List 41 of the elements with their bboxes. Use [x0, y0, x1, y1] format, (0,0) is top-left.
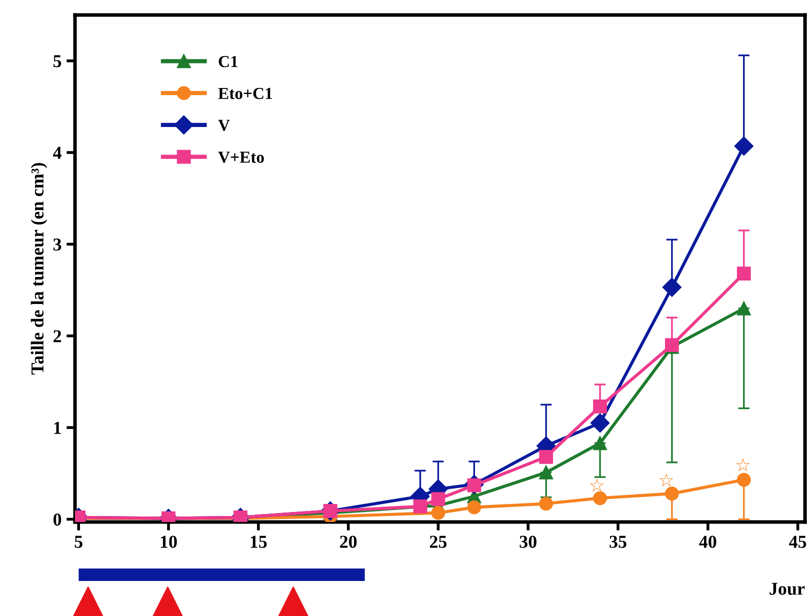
x-tick-label: 20 — [340, 536, 357, 548]
legend-label: V — [218, 120, 230, 132]
point — [539, 496, 554, 511]
point — [539, 450, 554, 464]
x-tick-label: 5 — [74, 536, 82, 548]
x-tick-label: 25 — [430, 536, 447, 548]
point — [734, 136, 754, 156]
point — [431, 492, 446, 506]
y-axis-title: Taille de la tumeur (en cm³) — [30, 163, 48, 374]
point — [539, 466, 554, 480]
point — [593, 436, 607, 450]
y-tick-label: 4 — [53, 146, 62, 159]
y-tick-label: 5 — [54, 55, 62, 68]
annotation: ☆ — [659, 473, 674, 486]
legend-label: C1 — [218, 56, 238, 68]
x-tick-label: 45 — [789, 536, 806, 548]
y-tick-label: 0 — [53, 514, 62, 526]
legend-label: V+Eto — [218, 152, 264, 163]
point — [590, 413, 610, 433]
y-tick-label: 1 — [54, 422, 61, 434]
point — [413, 499, 428, 514]
point — [431, 506, 446, 520]
legend-label: Eto+C1 — [218, 88, 272, 100]
x-tick-label: 35 — [610, 536, 626, 548]
x-tick-label: 40 — [699, 536, 716, 548]
point — [736, 472, 751, 487]
x-tick-label: 15 — [250, 536, 267, 548]
x-tick-label: 30 — [520, 536, 536, 548]
annotation: ☆ — [590, 478, 604, 492]
point — [665, 486, 679, 501]
x-tick-label: 10 — [160, 536, 177, 548]
x-axis-title: Jour — [770, 582, 805, 595]
annotation: ☆ — [736, 458, 750, 472]
point — [736, 301, 751, 316]
point — [593, 491, 607, 506]
point — [593, 400, 607, 414]
y-tick-label: 2 — [54, 330, 62, 342]
point — [662, 278, 682, 297]
point — [736, 266, 751, 280]
y-tick-label: 3 — [53, 238, 62, 251]
point — [467, 500, 482, 514]
